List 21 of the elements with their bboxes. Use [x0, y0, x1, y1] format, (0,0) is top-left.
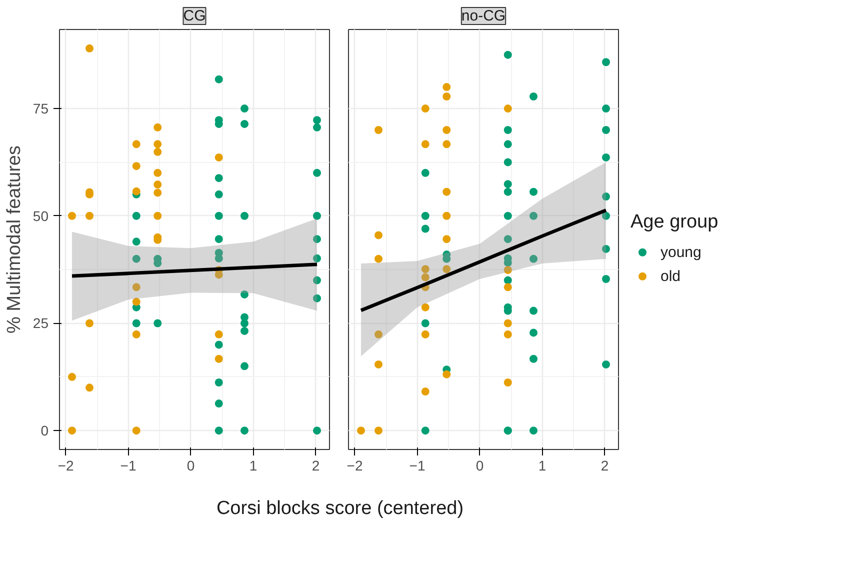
x-axis-title: Corsi blocks score (centered) [216, 497, 464, 521]
legend-title: Age group [630, 211, 718, 232]
x-tick-label: 2 [312, 458, 320, 474]
legend-label: old [660, 268, 681, 285]
y-tick-label: 0 [40, 422, 49, 439]
y-tick-label: 25 [32, 315, 49, 332]
x-tick-label: 1 [249, 458, 258, 474]
x-tick-label: −2 [58, 458, 74, 474]
x-tick-label: 1 [538, 458, 546, 474]
x-tick-label: −1 [409, 458, 426, 474]
x-tick-label: 2 [600, 458, 609, 474]
legend-label: young [660, 244, 702, 261]
chart-title: CG [183, 8, 206, 24]
y-tick-label: 75 [32, 100, 49, 117]
x-tick-label: 0 [186, 458, 195, 474]
y-axis-title: % Multimodal features [4, 146, 25, 334]
x-tick-label: −2 [346, 458, 363, 474]
chart-title: no-CG [461, 8, 506, 24]
x-tick-label: 0 [476, 458, 484, 474]
x-tick-label: −1 [120, 458, 136, 474]
y-tick-label: 50 [32, 208, 49, 224]
